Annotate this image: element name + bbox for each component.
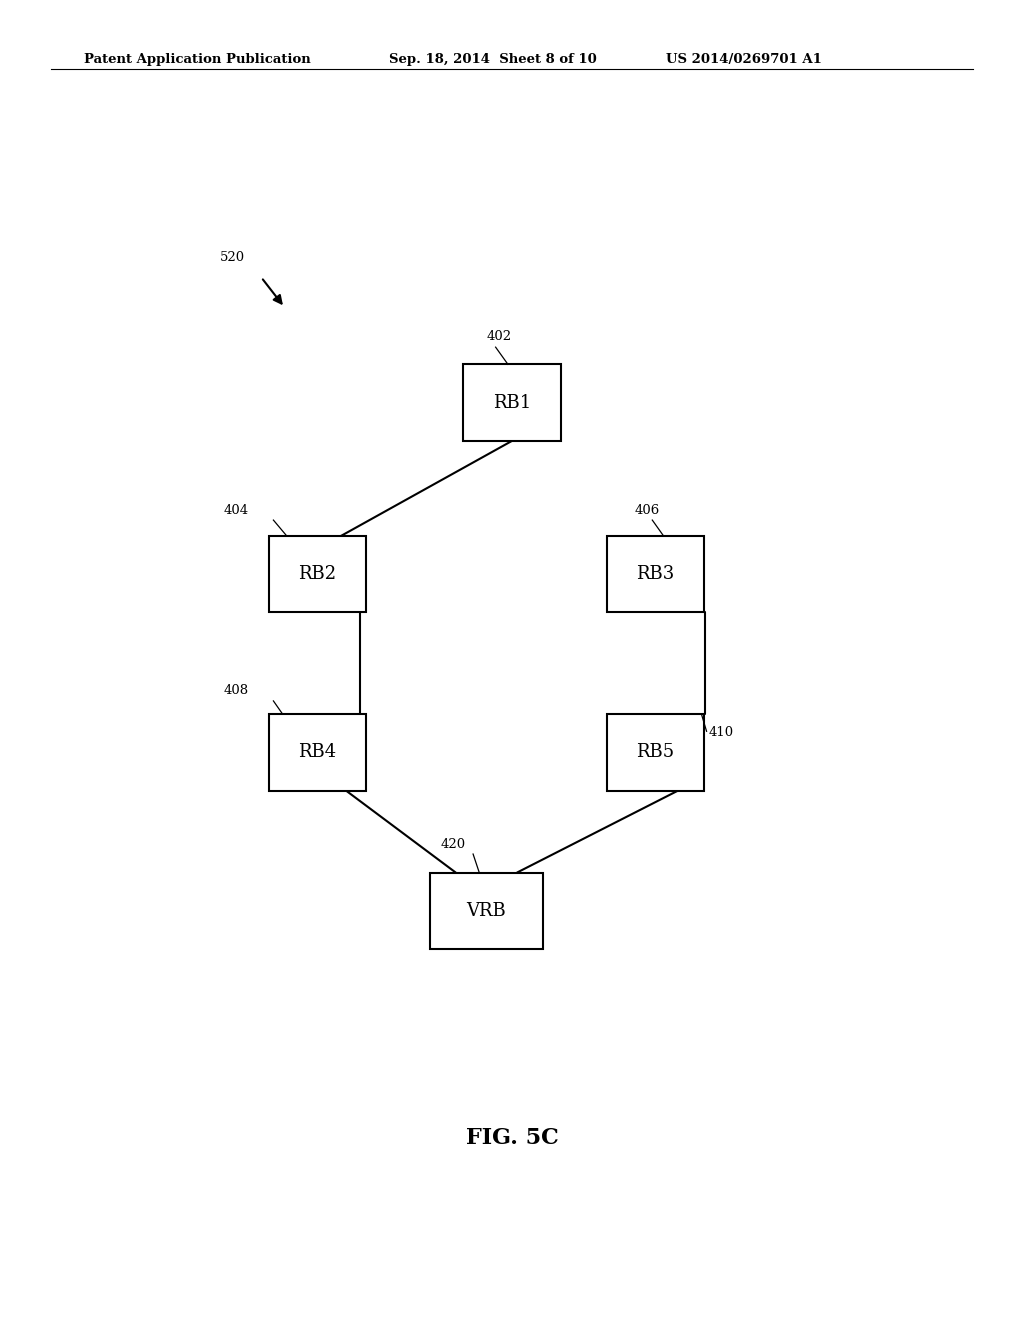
Bar: [268, 536, 367, 612]
Text: RB1: RB1: [493, 393, 531, 412]
Text: 520: 520: [220, 251, 246, 264]
Bar: [430, 873, 543, 949]
Text: RB2: RB2: [298, 565, 337, 583]
Bar: [268, 714, 367, 791]
Text: 402: 402: [486, 330, 512, 343]
Text: 410: 410: [709, 726, 734, 739]
Bar: [463, 364, 561, 441]
Text: Sep. 18, 2014  Sheet 8 of 10: Sep. 18, 2014 Sheet 8 of 10: [389, 53, 597, 66]
Text: RB3: RB3: [636, 565, 675, 583]
Text: RB4: RB4: [298, 743, 337, 762]
Text: 408: 408: [223, 684, 249, 697]
Text: 404: 404: [223, 504, 249, 517]
Text: RB5: RB5: [636, 743, 675, 762]
Text: FIG. 5C: FIG. 5C: [466, 1127, 558, 1148]
Text: Patent Application Publication: Patent Application Publication: [84, 53, 310, 66]
Text: 406: 406: [635, 504, 660, 517]
Text: US 2014/0269701 A1: US 2014/0269701 A1: [666, 53, 821, 66]
Bar: [606, 714, 705, 791]
Text: VRB: VRB: [467, 902, 506, 920]
Text: 420: 420: [440, 838, 466, 851]
Bar: [606, 536, 705, 612]
